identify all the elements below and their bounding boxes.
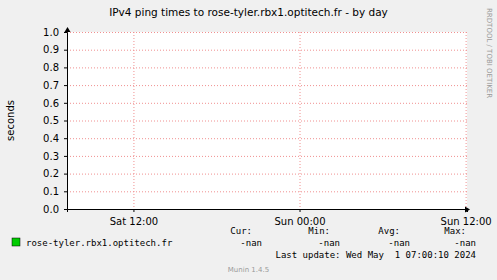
y-axis: 0.0 0.1 0.2 0.3 0.4 0.5 0.6 0.7 0.8 0.9 1.0 (43, 27, 67, 215)
legend-stat: -nan (454, 238, 476, 248)
y-tick-label: 0.7 (43, 80, 59, 91)
y-grid-line (67, 174, 467, 175)
y-tick-mark (64, 121, 67, 122)
x-grid-line (133, 32, 134, 209)
y-tick-mark (64, 32, 67, 33)
legend-swatch (12, 238, 20, 246)
y-tick-mark (64, 138, 67, 139)
title: IPv4 ping times to rose-tyler.rbx1.optit… (109, 6, 388, 18)
y-tick: 0.4 (43, 133, 67, 144)
y-grid-line (67, 85, 467, 86)
legend-stat: -nan (318, 238, 340, 248)
x-axis-line (68, 210, 468, 213)
x-axis: Sat 12:00Sun 00:00Sun 12:00 (68, 209, 492, 227)
chart: 0.0 0.1 0.2 0.3 0.4 0.5 0.6 0.7 0.8 0.9 1.0 Sat 12:… (0, 0, 497, 280)
y-tick-mark (64, 174, 67, 175)
y-grid-line (67, 156, 467, 157)
y-arrow (65, 27, 71, 32)
x-tick-mark (300, 209, 301, 212)
y-tick-mark (64, 191, 67, 192)
y-grid-line (67, 32, 467, 33)
x-tick-label: Sat 12:00 (110, 216, 158, 227)
y-tick-mark (64, 156, 67, 157)
y-tick-label: 0.9 (43, 44, 59, 55)
y-tick-label: 0.6 (43, 98, 59, 109)
stat-header: Cur: (230, 226, 252, 236)
y-tick-mark (64, 67, 67, 68)
y-tick-label: 0.1 (43, 186, 59, 197)
y-tick-label: 0.2 (43, 168, 59, 179)
y-tick: 0.0 (43, 204, 67, 215)
x-arrow (465, 207, 470, 213)
x-tick-mark (133, 209, 134, 212)
y-tick: 0.3 (43, 151, 67, 162)
y-tick-label: 0.3 (43, 151, 59, 162)
y-tick-mark (64, 50, 67, 51)
legend-stat: -nan (388, 238, 410, 248)
plot-area (67, 32, 467, 209)
y-tick: 0.6 (43, 98, 67, 109)
last-update: Last update: Wed May 1 07:00:10 2024 (276, 250, 476, 260)
y-label: seconds (5, 100, 16, 141)
y-tick: 0.7 (43, 80, 67, 91)
y-tick-mark (64, 85, 67, 86)
stat-header: Max: (444, 226, 466, 236)
y-tick: 0.8 (43, 62, 67, 73)
y-tick-label: 0.4 (43, 133, 59, 144)
stat-header: Min: (308, 226, 330, 236)
y-tick: 0.1 (43, 186, 67, 197)
background (0, 0, 497, 280)
footer: Munin 1.4.5 (228, 266, 269, 274)
y-tick: 0.2 (43, 168, 67, 179)
x-tick: Sun 00:00 (275, 209, 326, 227)
x-grid-line (466, 32, 467, 209)
y-tick-label: 0.5 (43, 115, 59, 126)
y-tick-label: 0.0 (43, 204, 59, 215)
y-grid-line (67, 67, 467, 68)
y-tick-label: 0.8 (43, 62, 59, 73)
y-grid-line (67, 138, 467, 139)
x-tick: Sat 12:00 (110, 209, 158, 227)
y-grid-line (67, 103, 467, 104)
y-tick: 0.9 (43, 44, 67, 55)
y-grid-line (67, 121, 467, 122)
x-grid-line (300, 32, 301, 209)
legend-label: rose-tyler.rbx1.optitech.fr (26, 238, 173, 248)
y-tick-label: 1.0 (43, 27, 59, 38)
y-tick-mark (64, 103, 67, 104)
stat-header: Avg: (378, 226, 400, 236)
y-grid-line (67, 50, 467, 51)
y-axis-line (64, 33, 68, 210)
y-tick: 1.0 (43, 27, 67, 38)
watermark: RRDTOOL / TOBI OETIKER (485, 8, 493, 98)
grid (67, 32, 467, 210)
y-tick-mark (64, 209, 67, 210)
y-tick: 0.5 (43, 115, 67, 126)
y-grid-line (67, 191, 467, 192)
legend-stat: -nan (240, 238, 262, 248)
